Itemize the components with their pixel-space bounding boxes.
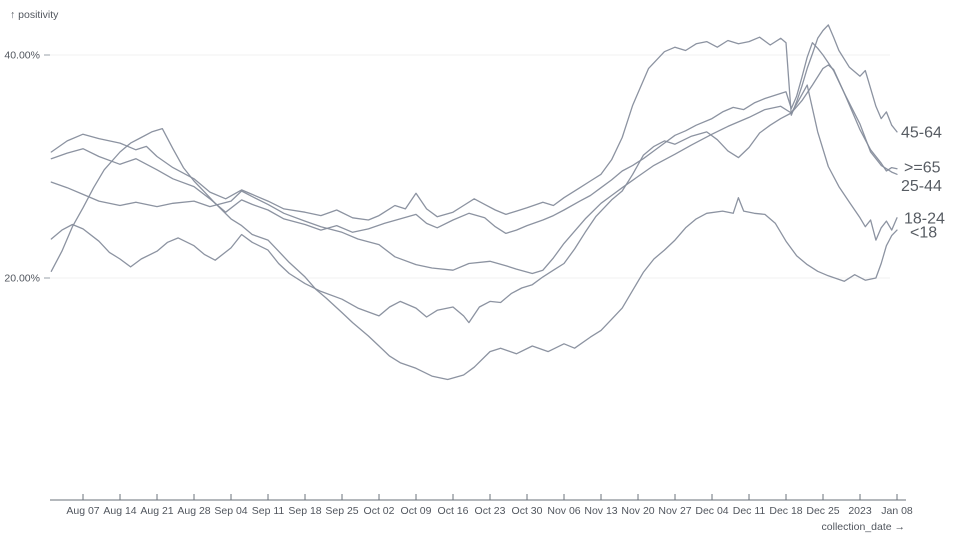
- x-tick-label: 2023: [848, 505, 872, 517]
- x-tick-label: Jan 08: [881, 505, 913, 517]
- x-tick-label: Oct 09: [401, 505, 432, 517]
- x-tick-label: Oct 30: [512, 505, 543, 517]
- y-tick-label: 20.00%: [4, 273, 40, 285]
- x-tick-label: Oct 02: [364, 505, 395, 517]
- series-line-gte-65: [50, 42, 898, 235]
- x-tick-label: Sep 25: [325, 505, 358, 517]
- x-tick-label: Aug 07: [66, 505, 99, 517]
- series-line-25-44: [50, 64, 898, 275]
- x-tick-label: Dec 11: [733, 505, 766, 517]
- x-tick-label: Nov 20: [621, 505, 654, 517]
- axes: 40.00% 20.00% Aug 07 Aug 14 Aug 21 Aug 28 Sep …: [4, 50, 913, 518]
- series-end-label-gte-65: >=65: [904, 160, 941, 177]
- y-axis-title: ↑ positivity: [10, 9, 59, 21]
- x-tick-label: Dec 25: [806, 505, 839, 517]
- series-end-label-45-64: 45-64: [901, 124, 942, 141]
- x-tick-label: Aug 28: [177, 505, 210, 517]
- series-line-18-24: [50, 84, 898, 324]
- x-tick-label: Aug 21: [140, 505, 173, 517]
- x-tick-label: Nov 06: [547, 505, 580, 517]
- x-tick-label: Dec 04: [695, 505, 728, 517]
- x-tick-label: Sep 18: [288, 505, 321, 517]
- x-tick-label: Dec 18: [769, 505, 802, 517]
- series-line-lt-18: [50, 127, 898, 381]
- x-tick-label: Oct 23: [475, 505, 506, 517]
- x-tick-label: Nov 27: [658, 505, 691, 517]
- series-end-label-18-24: 18-24: [904, 210, 945, 227]
- x-tick-label: Aug 14: [103, 505, 136, 517]
- x-tick-label: Nov 13: [584, 505, 617, 517]
- x-tick-label: Sep 04: [214, 505, 247, 517]
- series-line-45-64: [50, 24, 898, 221]
- x-tick-label: Sep 11: [252, 505, 285, 517]
- y-tick-label: 40.00%: [4, 50, 40, 62]
- gridlines: [50, 54, 890, 279]
- x-axis-title: collection_date →: [822, 521, 905, 533]
- series-end-label-lt-18: <18: [910, 225, 937, 242]
- series-lines: [50, 24, 898, 381]
- x-tick-label: Oct 16: [438, 505, 469, 517]
- series-end-label-25-44: 25-44: [901, 178, 942, 195]
